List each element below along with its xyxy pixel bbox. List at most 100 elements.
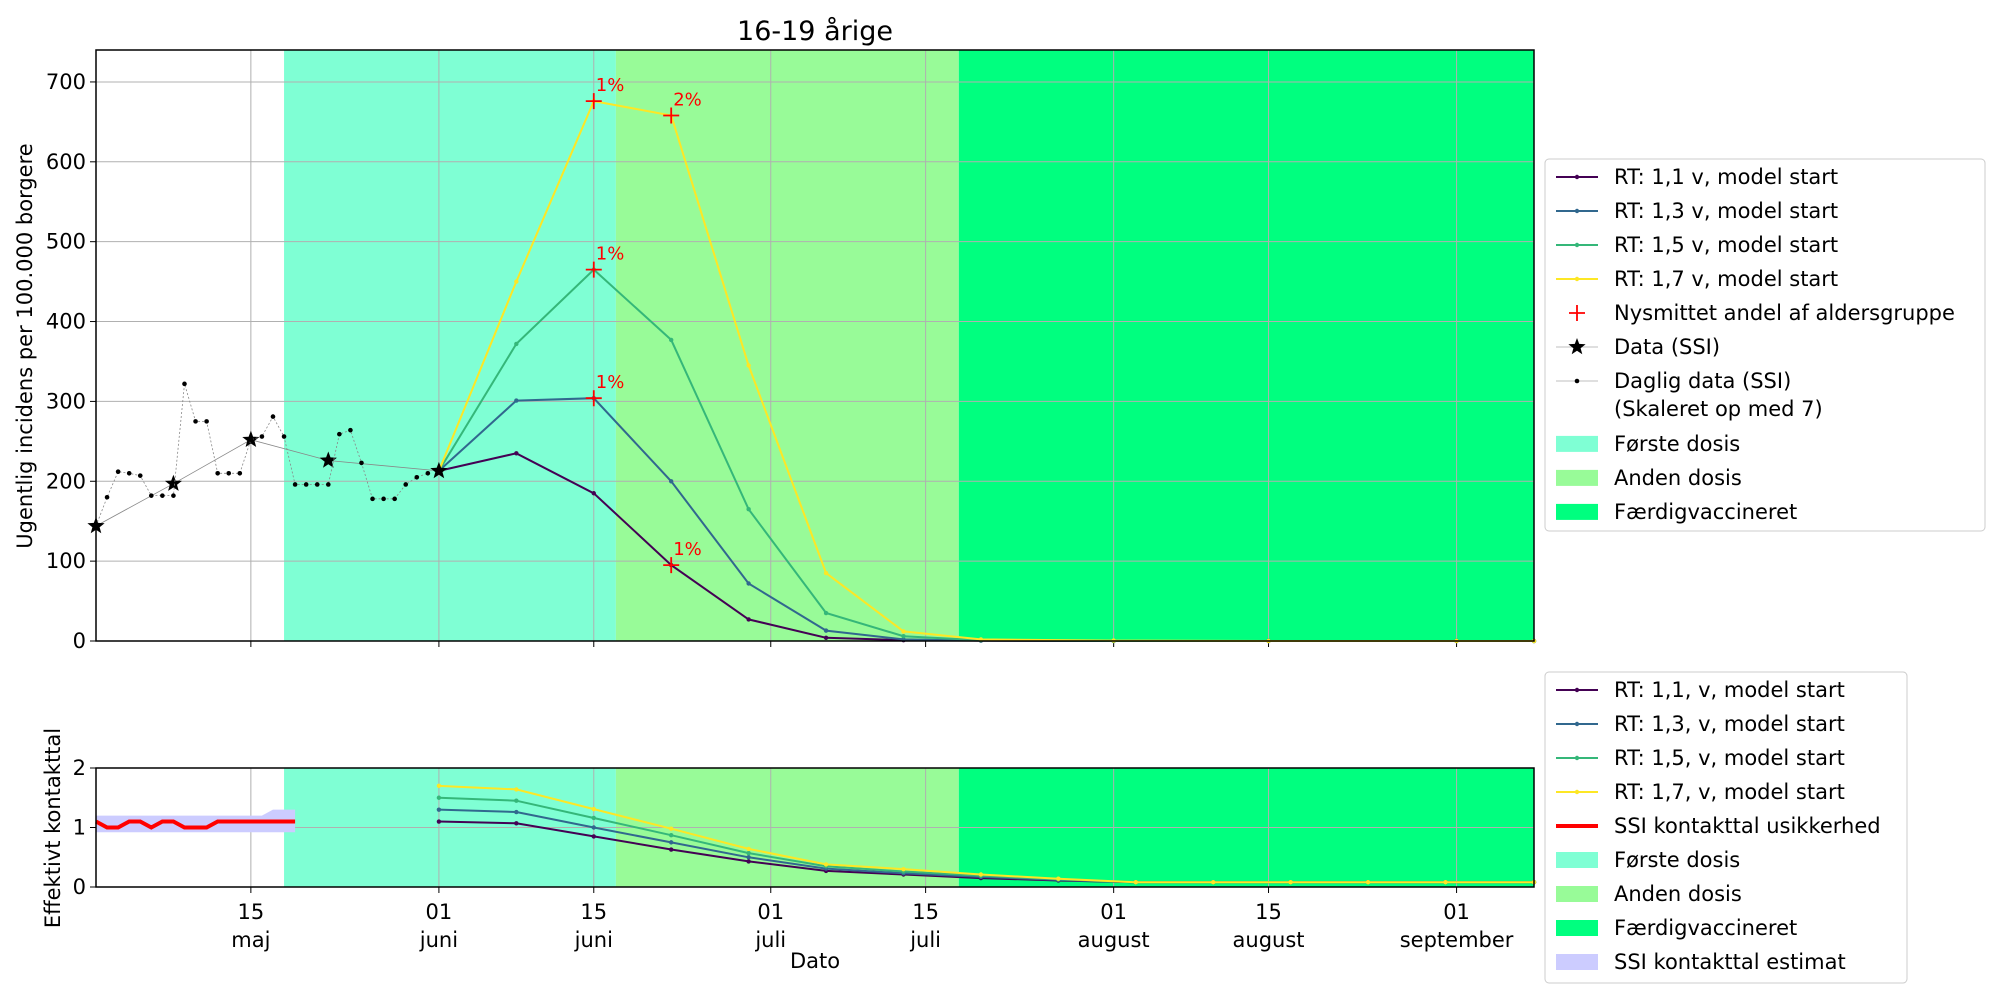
top-series-0-point bbox=[823, 635, 829, 641]
bottom-series-3-point bbox=[514, 787, 519, 792]
legend-item-label-line: Færdigvaccineret bbox=[1614, 500, 1797, 524]
legend-item-label-line: RT: 1,5 v, model start bbox=[1614, 233, 1838, 257]
bottom-x-tick-label-line: 15 bbox=[580, 900, 607, 924]
top-series-2-point bbox=[514, 341, 519, 347]
top-series-4-data-label: 1% bbox=[596, 75, 625, 96]
top-series-6-point bbox=[171, 493, 176, 498]
bottom-x-tick-label-line: juni bbox=[419, 928, 458, 952]
top-y-tick-label: 700 bbox=[46, 70, 86, 94]
bottom-x-tick-label-line: juli bbox=[754, 928, 786, 952]
bottom-x-tick-label-line: august bbox=[1078, 928, 1150, 952]
bottom-series-3-point bbox=[1133, 880, 1138, 885]
legend-item-marker bbox=[1574, 687, 1580, 693]
legend-item-label: Anden dosis bbox=[1614, 466, 1742, 490]
legend-item-label: RT: 1,7, v, model start bbox=[1614, 780, 1845, 804]
top-series-0-point bbox=[514, 451, 519, 456]
top-series-6-point bbox=[259, 434, 265, 439]
bottom-series-3-point bbox=[1365, 880, 1371, 885]
legend-item-label-line: RT: 1,1, v, model start bbox=[1614, 678, 1845, 702]
bottom-series-3-point bbox=[1056, 876, 1061, 881]
legend-item-label: SSI kontakttal estimat bbox=[1614, 950, 1846, 974]
top-series-6-point bbox=[337, 431, 342, 437]
legend-item-label-line: RT: 1,5, v, model start bbox=[1614, 746, 1845, 770]
top-series-4-marker bbox=[663, 557, 680, 574]
top-series-4-marker bbox=[585, 93, 602, 110]
bottom-series-3-point bbox=[901, 866, 906, 872]
legend-item-patch bbox=[1556, 503, 1598, 520]
legend-item-label-line: RT: 1,7 v, model start bbox=[1614, 267, 1838, 291]
legend-item-label-line: SSI kontakttal usikkerhed bbox=[1614, 814, 1881, 838]
top-series-6-point bbox=[425, 470, 431, 476]
legend-item-label: RT: 1,7 v, model start bbox=[1614, 267, 1838, 291]
chart-title: 16-19 årige bbox=[737, 16, 893, 47]
top-series-6-point bbox=[137, 473, 143, 478]
top-series-6-point bbox=[370, 496, 375, 502]
top-legend: RT: 1,1 v, model start RT: 1,3 v, model s… bbox=[1544, 158, 1986, 532]
bottom-series-1-point bbox=[669, 840, 674, 845]
legend-item-marker bbox=[1568, 338, 1586, 355]
legend-item-marker bbox=[1574, 721, 1580, 727]
bottom-series-0-point bbox=[746, 859, 751, 864]
top-series-6-point bbox=[381, 496, 386, 502]
top-series-6-point bbox=[126, 470, 132, 476]
top-y-tick-label: 0 bbox=[73, 629, 86, 653]
bottom-x-tick-label: 15 juli bbox=[909, 900, 941, 952]
legend-item-patch bbox=[1556, 920, 1598, 936]
legend-item-label: Færdigvaccineret bbox=[1614, 500, 1797, 524]
top-series-5-point bbox=[164, 474, 182, 491]
top-series-4-data-label: 1% bbox=[673, 539, 702, 560]
top-y-tick-label: 100 bbox=[46, 549, 86, 573]
bottom-series-2-point bbox=[746, 850, 751, 856]
bottom-series-2-point bbox=[591, 815, 596, 821]
bottom-series-2-point bbox=[514, 798, 519, 803]
legend-item-patch bbox=[1556, 954, 1598, 970]
top-series-6-point bbox=[237, 470, 243, 476]
legend-item-label-line: (Skaleret op med 7) bbox=[1614, 397, 1823, 421]
legend-item-label: Daglig data (SSI) (Skaleret op med 7) bbox=[1614, 369, 1823, 421]
top-series-4-marker bbox=[585, 390, 602, 407]
legend-item-label: Færdigvaccineret bbox=[1614, 916, 1797, 940]
top-series-6-point bbox=[303, 482, 309, 487]
top-series-1-point bbox=[514, 398, 519, 403]
top-chart: 0 100 200 300 400 500 600 700 1% 1% 1% 1% 2% Ugentli… bbox=[13, 49, 1537, 653]
legend-item-label: SSI kontakttal usikkerhed bbox=[1614, 814, 1881, 838]
bottom-series-3-point bbox=[746, 846, 751, 852]
bottom-series-3-point bbox=[669, 826, 674, 831]
legend-item-marker bbox=[1574, 174, 1580, 180]
bottom-y-tick-label: 2 bbox=[73, 756, 86, 780]
top-series-6-point bbox=[348, 427, 353, 433]
top-series-6-point bbox=[193, 419, 198, 424]
bottom-series-1-point bbox=[514, 809, 519, 815]
top-series-0-point bbox=[746, 617, 751, 622]
bottom-series-3-point bbox=[1211, 880, 1216, 885]
top-series-6-point bbox=[160, 493, 165, 498]
top-shade-frstedosis bbox=[284, 50, 616, 641]
bottom-y-axis-label: Effektivt kontakttal bbox=[41, 728, 65, 928]
top-legend-box bbox=[1544, 158, 1986, 532]
legend-item-patch bbox=[1556, 469, 1598, 486]
legend-item-patch bbox=[1556, 852, 1598, 868]
legend-item-marker bbox=[1569, 305, 1585, 321]
bottom-series-3-point bbox=[823, 862, 829, 867]
top-series-5-point bbox=[319, 451, 337, 468]
top-series-4-data-label: 1% bbox=[596, 244, 625, 265]
top-series-6-point bbox=[403, 482, 409, 487]
top-series-6-point bbox=[215, 470, 220, 476]
bottom-series-3-point bbox=[1443, 880, 1448, 885]
legend-item-patch bbox=[1556, 886, 1598, 902]
bottom-series-1-point bbox=[591, 825, 596, 830]
top-series-6-point bbox=[292, 482, 298, 487]
bottom-x-tick-label-line: juli bbox=[909, 928, 941, 952]
legend-item-label: RT: 1,1 v, model start bbox=[1614, 165, 1838, 189]
bottom-series-3-point bbox=[436, 783, 442, 789]
top-y-tick-label: 500 bbox=[46, 230, 86, 254]
top-series-6-point bbox=[226, 470, 232, 476]
legend-item-label: Anden dosis bbox=[1614, 882, 1742, 906]
top-y-tick-label: 400 bbox=[46, 310, 86, 334]
top-series-3-point bbox=[514, 279, 519, 284]
top-shade-frdigvaccineret bbox=[958, 50, 1534, 641]
legend-item-label-line: Nysmittet andel af aldersgruppe bbox=[1614, 301, 1955, 325]
top-series-1-point bbox=[669, 479, 674, 484]
top-series-4-data-label: 2% bbox=[673, 89, 702, 110]
